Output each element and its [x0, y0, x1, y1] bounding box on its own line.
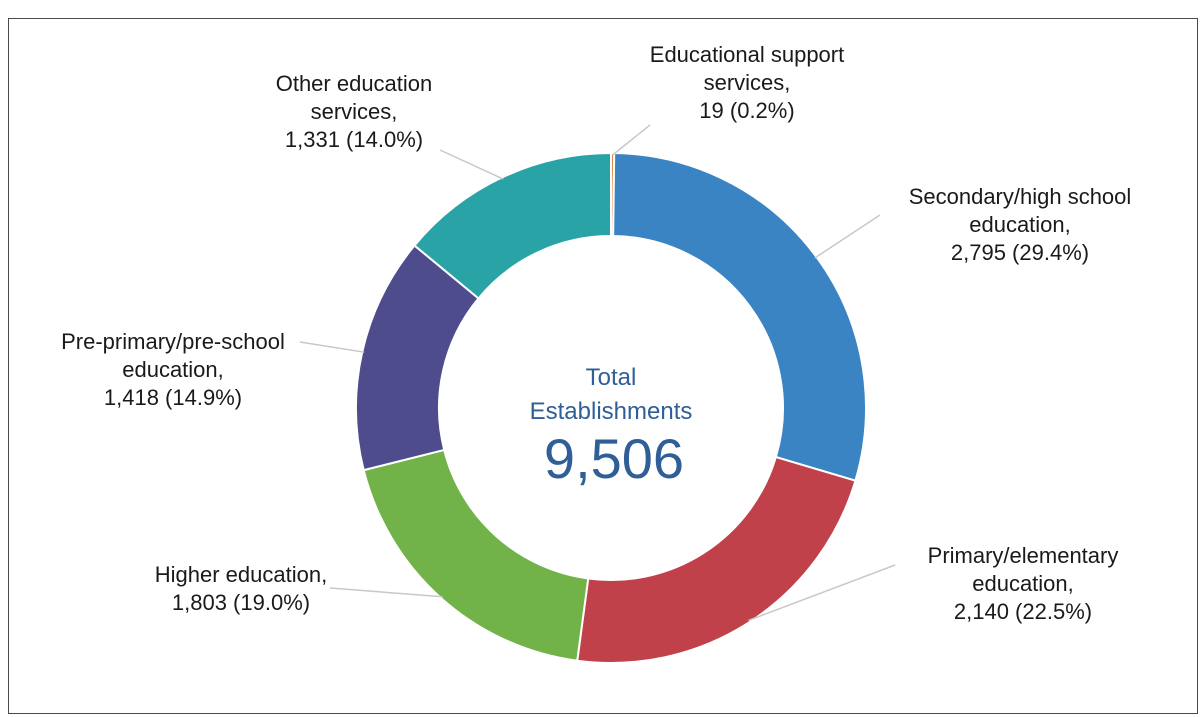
leader-line [612, 124, 651, 156]
data-label: Pre-primary/pre-school education, 1,418 (1… [61, 329, 285, 410]
data-label-line: Other education [276, 71, 433, 96]
data-label-line: 2,795 (29.4%) [951, 240, 1089, 265]
center-total-value: 9,506 [544, 427, 684, 490]
leader-line [439, 149, 504, 180]
data-label-line: Educational support [650, 42, 844, 67]
labels-group: Educational support services, 19 (0.2%) Sec… [61, 42, 1131, 624]
slice-other-education-services [413, 151, 612, 300]
data-label-line: services, [311, 99, 398, 124]
slice-secondary-high-school-education [612, 152, 867, 482]
data-label-line: 19 (0.2%) [699, 98, 794, 123]
slice-primary-elementary-education [576, 455, 857, 664]
data-label-line: 1,803 (19.0%) [172, 590, 310, 615]
leader-line [748, 564, 896, 622]
data-label-line: Secondary/high school [909, 184, 1132, 209]
slices-group [355, 151, 867, 664]
center-label: Total Establishments 9,506 [530, 364, 693, 490]
data-label: Educational support services, 19 (0.2%) [650, 42, 844, 123]
center-label-line1: Total [586, 364, 637, 391]
data-label-line: education, [972, 571, 1074, 596]
data-label-line: education, [122, 357, 224, 382]
data-label: Higher education, 1,803 (19.0%) [155, 562, 327, 615]
data-label-line: Higher education, [155, 562, 327, 587]
chart-frame [8, 18, 1198, 714]
data-label: Secondary/high school education, 2,795 (29… [909, 184, 1132, 265]
leader-lines-group [299, 124, 896, 622]
data-label-line: 2,140 (22.5%) [954, 599, 1092, 624]
data-label: Other education services, 1,331 (14.0%) [276, 71, 433, 152]
data-label-line: education, [969, 212, 1071, 237]
leader-line [299, 341, 365, 353]
leader-line [329, 587, 443, 598]
data-label: Primary/elementary education, 2,140 (22.5%… [928, 543, 1119, 624]
leader-line [814, 214, 881, 259]
data-label-line: 1,418 (14.9%) [104, 385, 242, 410]
data-label-line: Pre-primary/pre-school [61, 329, 285, 354]
data-label-line: services, [704, 70, 791, 95]
data-label-line: Primary/elementary [928, 543, 1119, 568]
data-label-line: 1,331 (14.0%) [285, 127, 423, 152]
center-label-line2: Establishments [530, 398, 693, 425]
